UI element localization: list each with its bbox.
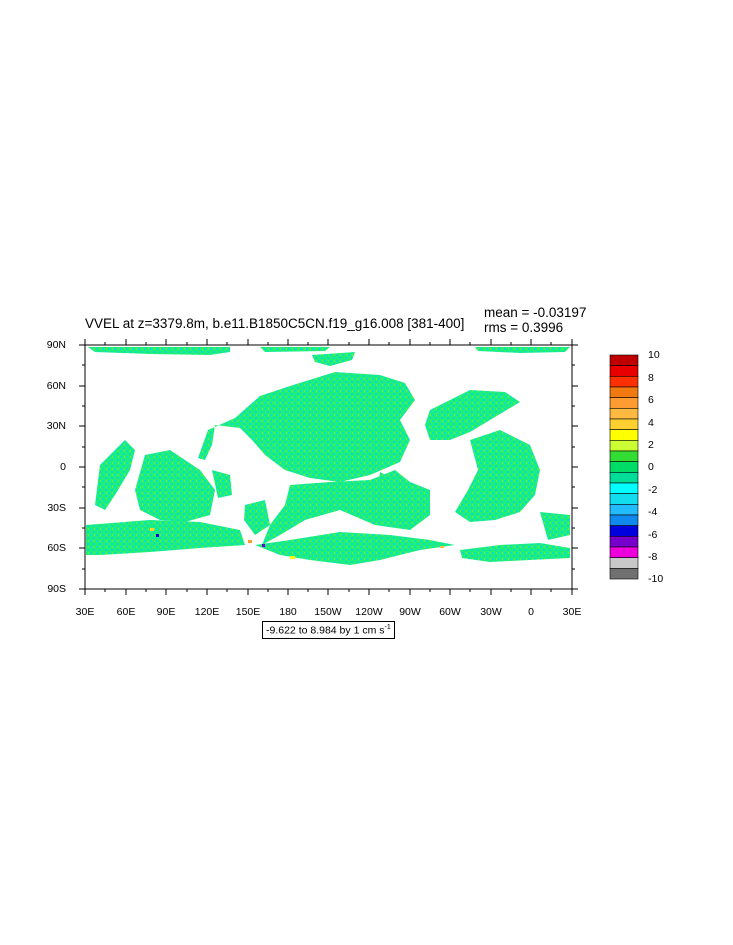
colorbar-label: 8 <box>648 372 654 384</box>
rms-stat: rms = 0.3996 <box>484 320 564 335</box>
colorbar-swatch <box>609 365 639 377</box>
colorbar-swatch <box>609 514 639 526</box>
contour-range-box: -9.622 to 8.984 by 1 cm s-1 <box>262 621 395 639</box>
lat-label: 90N <box>46 339 66 351</box>
ocean-patch-tasman <box>244 500 270 535</box>
colorbar-label: -8 <box>648 551 658 563</box>
lon-label: 120E <box>194 606 220 618</box>
lon-label: 180 <box>279 606 297 618</box>
lon-label: 30W <box>480 606 502 618</box>
colorbar-swatch <box>609 525 639 537</box>
colorbar-label: -6 <box>648 529 658 541</box>
colorbar-label: -10 <box>648 573 664 585</box>
ocean-patch-southern-east <box>460 543 570 562</box>
ocean-patch-indian-west <box>95 440 135 510</box>
mean-stat: mean = -0.03197 <box>484 305 587 320</box>
lon-label: 60W <box>439 606 461 618</box>
colorbar-label: 6 <box>648 394 654 406</box>
lon-label: 90W <box>399 606 421 618</box>
colorbar-swatch <box>609 397 639 409</box>
ocean-patch-southern-mid <box>255 532 455 565</box>
lon-label: 0 <box>528 606 534 618</box>
colorbar-swatch <box>609 461 639 473</box>
contour-range-text: -9.622 to 8.984 by 1 cm s <box>266 624 385 637</box>
lon-label: 30E <box>562 606 582 618</box>
colorbar-swatch <box>609 482 639 494</box>
colorbar-swatch <box>609 440 639 452</box>
ocean-patch-arctic-east <box>475 347 570 353</box>
unit-exponent: -1 <box>384 624 391 631</box>
lon-label: 150E <box>235 606 261 618</box>
colorbar-label: 2 <box>648 439 654 451</box>
colorbar-swatch <box>609 450 639 462</box>
colorbar-swatch <box>609 429 639 441</box>
lat-label: 60N <box>46 380 66 392</box>
ocean-patch-atlantic-edge <box>540 512 570 540</box>
colorbar-swatch <box>609 568 639 580</box>
ocean-patch-atlantic-north <box>425 390 520 440</box>
lon-label: 30E <box>75 606 95 618</box>
colorbar-swatch <box>609 557 639 569</box>
lon-ticks <box>84 339 573 595</box>
lon-label: 120W <box>355 606 383 618</box>
colorbar-swatch <box>609 376 639 388</box>
ocean-patch-pacific-north <box>198 372 415 482</box>
ocean-patch-atlantic-south <box>455 430 540 522</box>
lat-label: 30S <box>47 502 66 514</box>
lon-label: 60E <box>116 606 136 618</box>
ocean-patch-indian-east <box>212 470 232 498</box>
colorbar-swatch <box>609 472 639 484</box>
lat-label: 30N <box>46 420 66 432</box>
colorbar-swatch <box>609 536 639 548</box>
colorbar-label: -2 <box>648 484 658 496</box>
lon-label: 150W <box>314 606 342 618</box>
ocean-patch-bering <box>312 352 355 366</box>
ocean-patch-pacific-east <box>378 472 400 505</box>
colorbar-label: 0 <box>648 461 654 473</box>
colorbar-swatch <box>609 546 639 558</box>
colorbar-swatch <box>609 418 639 430</box>
colorbar-label: 4 <box>648 417 654 429</box>
lat-ticks <box>79 344 578 590</box>
colorbar-swatch <box>609 408 639 420</box>
colorbar <box>609 354 639 580</box>
colorbar-swatch <box>609 386 639 398</box>
ocean-patch-arctic-mid <box>260 347 330 352</box>
colorbar-swatch <box>609 493 639 505</box>
colorbar-swatch <box>609 354 639 366</box>
colorbar-label: 10 <box>648 349 660 361</box>
lat-label: 0 <box>60 461 66 473</box>
ocean-patch-southern-west <box>86 520 245 555</box>
ocean-field <box>86 347 570 565</box>
lat-label: 90S <box>47 583 66 595</box>
ocean-patch-indian-main <box>135 450 215 522</box>
map-title: VVEL at z=3379.8m, b.e11.B1850C5CN.f19_g… <box>85 316 465 331</box>
colorbar-label: -4 <box>648 506 658 518</box>
ocean-patch-arctic-west <box>88 347 230 355</box>
lon-label: 90E <box>156 606 176 618</box>
colorbar-swatch <box>609 504 639 516</box>
lat-label: 60S <box>47 542 66 554</box>
